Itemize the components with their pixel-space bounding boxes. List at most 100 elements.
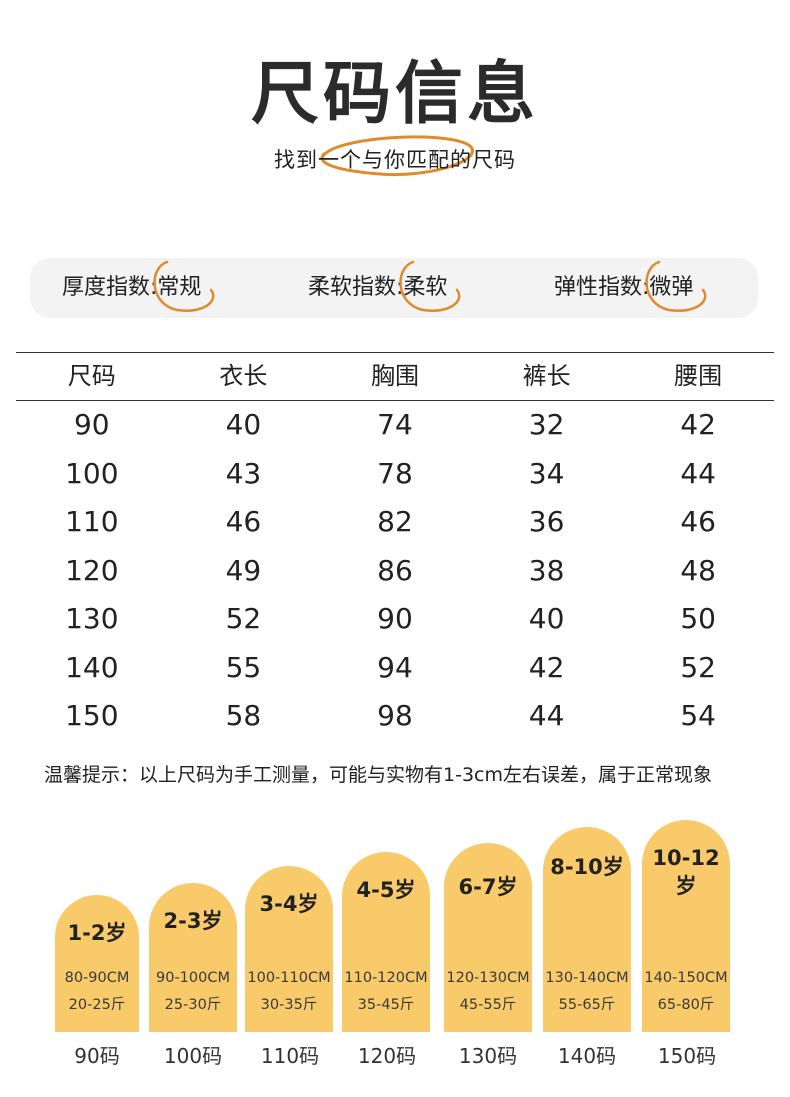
age-range: 10-12岁 — [652, 846, 720, 898]
size-guide-card: 4-5岁 110-120CM 35-45斤 — [342, 852, 430, 1032]
table-cell: 46 — [225, 505, 262, 538]
measurement-tip: 温馨提示：以上尺码为手工测量，可能与实物有1-3cm左右误差，属于正常现象 — [44, 764, 712, 786]
column-header: 裤长 — [522, 362, 571, 390]
size-guide-card: 1-2岁 80-90CM 20-25斤 — [55, 895, 139, 1032]
age-range: 2-3岁 — [163, 909, 223, 933]
table-row: 130 52 90 40 50 — [16, 595, 774, 644]
weight-range: 25-30斤 — [164, 997, 222, 1013]
height-range: 80-90CM — [64, 970, 130, 986]
size-label: 110码 — [260, 1044, 320, 1068]
table-header: 尺码 衣长 胸围 裤长 腰围 — [16, 352, 774, 401]
table-row: 140 55 94 42 52 — [16, 644, 774, 693]
size-label: 150码 — [657, 1044, 717, 1068]
elasticity-index: 弹性指数: 微弹 — [554, 258, 707, 318]
table-cell: 52 — [225, 602, 262, 635]
table-cell: 43 — [225, 456, 262, 490]
weight-range: 30-35斤 — [260, 997, 318, 1013]
table-cell: 34 — [528, 456, 565, 490]
column-header: 胸围 — [370, 362, 419, 390]
table-cell: 55 — [225, 650, 262, 684]
table-cell: 49 — [225, 553, 262, 587]
table-body: 90 40 74 32 42 100 43 78 34 44 110 46 82 36 46 120 49 86 3… — [16, 401, 774, 741]
table-cell: 40 — [225, 408, 262, 441]
highlight-ellipse-icon — [320, 135, 474, 177]
table-row: 100 43 78 34 44 — [16, 450, 774, 499]
table-cell: 54 — [680, 699, 716, 732]
size-table: 尺码 衣长 胸围 裤长 腰围 90 40 74 32 42 100 43 78 34 44 110 4… — [16, 352, 774, 741]
circle-mark-icon — [399, 260, 461, 312]
table-cell: 58 — [225, 699, 262, 732]
thickness-index: 厚度指数: 常规 — [62, 258, 215, 318]
table-cell: 90 — [377, 602, 413, 635]
fabric-index-bar: 厚度指数: 常规 柔软指数: 柔软 弹性指数: 微弹 — [30, 258, 758, 318]
table-row: 90 40 74 32 42 — [16, 401, 774, 450]
table-cell: 120 — [65, 553, 119, 587]
size-guide-card: 8-10岁 130-140CM 55-65斤 — [543, 827, 631, 1032]
page-title: 尺码信息 — [250, 55, 539, 134]
table-cell: 94 — [377, 650, 413, 684]
table-cell: 78 — [377, 456, 413, 490]
size-guide-card: 10-12岁 140-150CM 65-80斤 — [642, 820, 730, 1032]
age-range: 3-4岁 — [259, 892, 319, 916]
thickness-index-value: 常规 — [157, 275, 202, 300]
table-cell: 110 — [65, 505, 119, 538]
table-row: 120 49 86 38 48 — [16, 547, 774, 596]
circle-mark-icon — [153, 260, 215, 312]
height-range: 140-150CM — [644, 970, 728, 986]
weight-range: 55-65斤 — [558, 997, 616, 1013]
table-cell: 44 — [528, 699, 565, 732]
softness-index-label: 柔软指数: — [308, 275, 404, 300]
height-range: 90-100CM — [156, 970, 230, 986]
size-guide-card: 6-7岁 120-130CM 45-55斤 — [444, 843, 532, 1032]
table-cell: 42 — [680, 408, 716, 441]
height-range: 100-110CM — [247, 970, 331, 986]
age-range: 1-2岁 — [67, 921, 127, 945]
table-cell: 150 — [65, 699, 119, 732]
table-cell: 82 — [377, 505, 413, 538]
height-range: 120-130CM — [446, 970, 530, 986]
column-header: 衣长 — [219, 362, 268, 390]
thickness-index-label: 厚度指数: — [62, 275, 158, 300]
size-label: 100码 — [163, 1044, 223, 1068]
table-cell: 44 — [680, 456, 716, 490]
table-cell: 36 — [528, 505, 565, 538]
table-cell: 90 — [73, 408, 110, 441]
table-cell: 130 — [65, 602, 119, 635]
weight-range: 45-55斤 — [459, 997, 517, 1013]
column-header: 腰围 — [674, 362, 723, 390]
table-cell: 48 — [680, 553, 716, 587]
table-cell: 32 — [528, 408, 565, 441]
table-cell: 42 — [528, 650, 565, 684]
age-range: 8-10岁 — [550, 855, 624, 879]
table-cell: 74 — [377, 408, 413, 441]
age-range: 6-7岁 — [458, 875, 518, 899]
size-guide-card: 3-4岁 100-110CM 30-35斤 — [245, 866, 333, 1032]
height-range: 110-120CM — [344, 970, 428, 986]
softness-index-value: 柔软 — [403, 275, 448, 300]
table-cell: 98 — [377, 699, 413, 732]
size-label: 130码 — [458, 1044, 518, 1068]
height-range: 130-140CM — [545, 970, 629, 986]
page-subtitle: 找到一个与你匹配的尺码 — [274, 148, 516, 172]
softness-index: 柔软指数: 柔软 — [308, 258, 461, 318]
table-cell: 100 — [65, 456, 119, 490]
size-guide-card: 2-3岁 90-100CM 25-30斤 — [149, 883, 237, 1032]
table-cell: 140 — [65, 650, 119, 684]
elasticity-index-label: 弹性指数: — [554, 275, 650, 300]
elasticity-index-value: 微弹 — [649, 275, 694, 300]
table-cell: 46 — [680, 505, 716, 538]
table-cell: 40 — [528, 602, 565, 635]
table-cell: 52 — [680, 650, 716, 684]
age-range: 4-5岁 — [356, 878, 416, 902]
size-label: 140码 — [557, 1044, 617, 1068]
table-cell: 86 — [377, 553, 413, 587]
table-row: 150 58 98 44 54 — [16, 692, 774, 741]
weight-range: 20-25斤 — [68, 997, 126, 1013]
table-cell: 38 — [528, 553, 565, 587]
column-header: 尺码 — [67, 362, 116, 390]
weight-range: 35-45斤 — [357, 997, 415, 1013]
weight-range: 65-80斤 — [657, 997, 715, 1013]
table-row: 110 46 82 36 46 — [16, 498, 774, 547]
circle-mark-icon — [645, 260, 707, 312]
